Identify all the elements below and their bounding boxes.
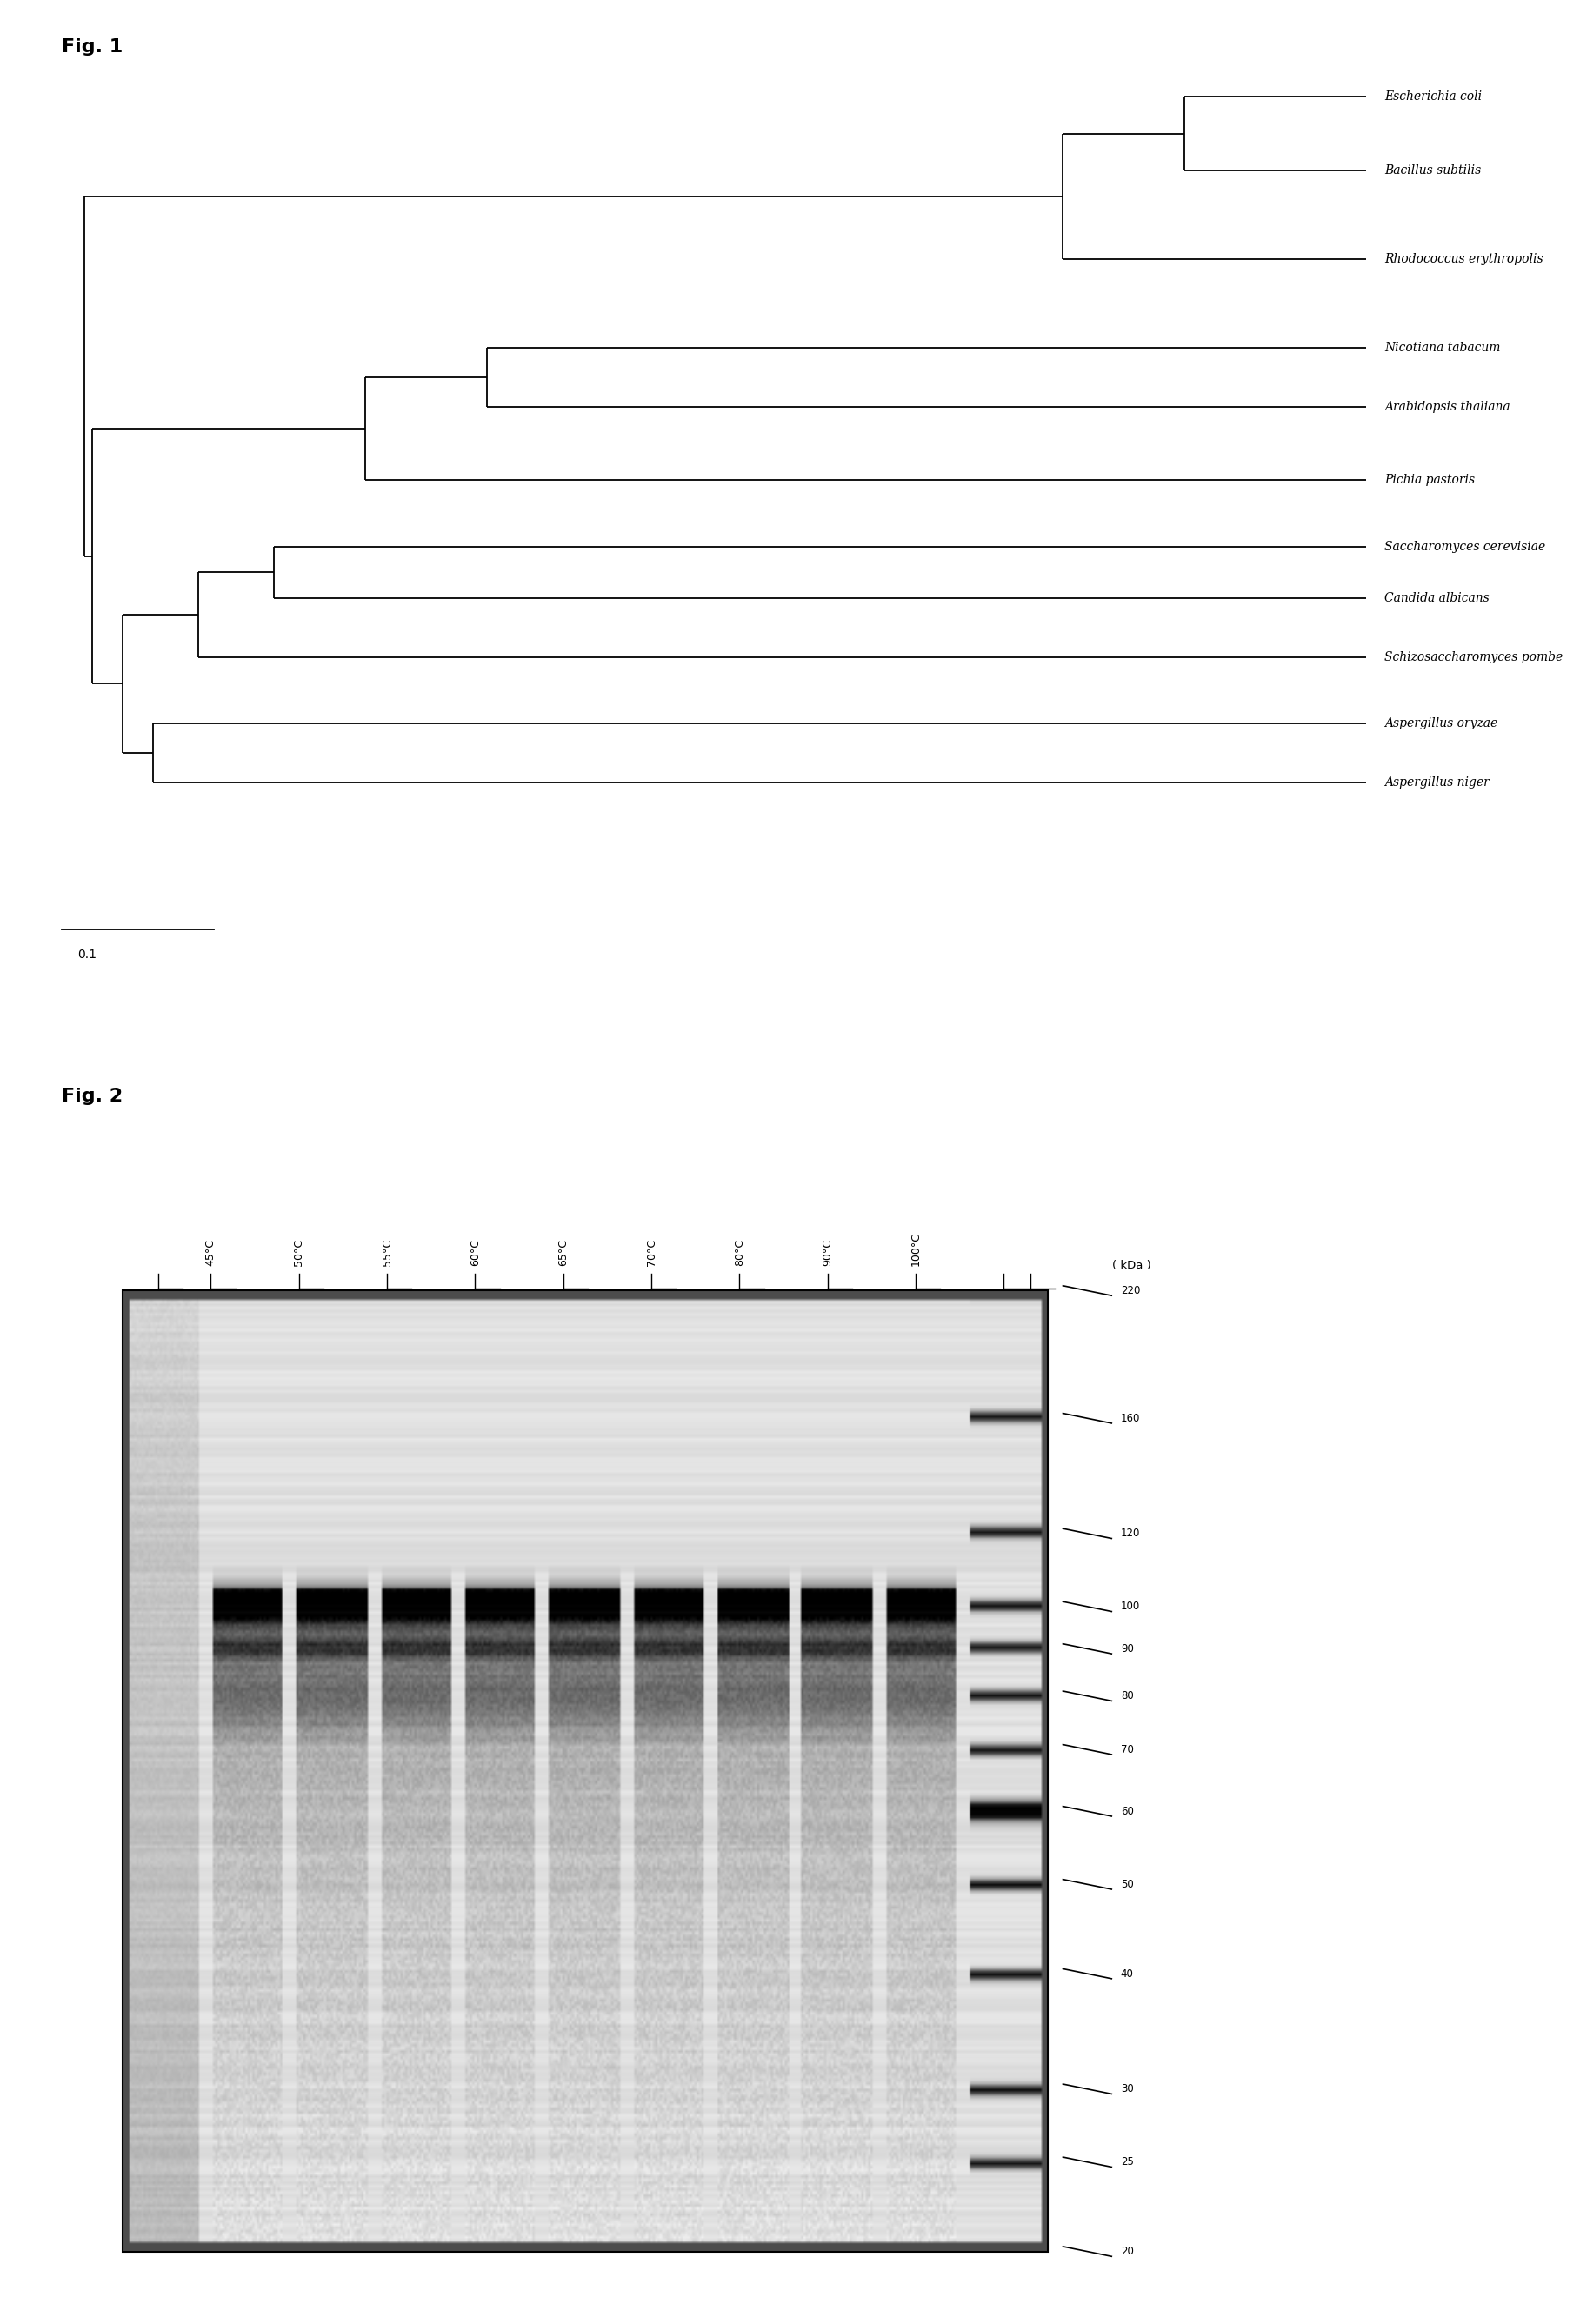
Text: Rhodococcus erythropolis: Rhodococcus erythropolis bbox=[1384, 253, 1544, 265]
Text: Arabidopsis thaliana: Arabidopsis thaliana bbox=[1384, 400, 1510, 414]
Text: Nicotiana tabacum: Nicotiana tabacum bbox=[1384, 342, 1501, 353]
Text: Saccharomyces cerevisiae: Saccharomyces cerevisiae bbox=[1384, 541, 1545, 553]
Text: 60: 60 bbox=[1120, 1806, 1133, 1817]
Text: 65°C: 65°C bbox=[558, 1239, 569, 1267]
Text: Escherichia coli: Escherichia coli bbox=[1384, 91, 1482, 102]
Text: 160: 160 bbox=[1120, 1413, 1141, 1425]
Text: Bacillus subtilis: Bacillus subtilis bbox=[1384, 165, 1482, 177]
Text: 50°C: 50°C bbox=[294, 1239, 305, 1267]
Text: 40: 40 bbox=[1120, 1968, 1133, 1980]
Text: 100: 100 bbox=[1120, 1601, 1141, 1613]
Text: 60°C: 60°C bbox=[469, 1239, 480, 1267]
Text: 25: 25 bbox=[1120, 2157, 1133, 2168]
Text: 45°C: 45°C bbox=[205, 1239, 216, 1267]
Text: 50: 50 bbox=[1120, 1878, 1133, 1889]
Text: 80: 80 bbox=[1120, 1690, 1133, 1701]
Text: 220: 220 bbox=[1120, 1285, 1141, 1297]
Text: 90°C: 90°C bbox=[822, 1239, 833, 1267]
Text: 70: 70 bbox=[1120, 1743, 1133, 1755]
Text: Candida albicans: Candida albicans bbox=[1384, 593, 1490, 604]
Text: 70°C: 70°C bbox=[646, 1239, 657, 1267]
Text: 55°C: 55°C bbox=[381, 1239, 392, 1267]
Text: 30: 30 bbox=[1120, 2082, 1133, 2094]
Text: Fig. 2: Fig. 2 bbox=[62, 1088, 123, 1104]
Text: Schizosaccharomyces pombe: Schizosaccharomyces pombe bbox=[1384, 651, 1563, 662]
Text: Aspergillus niger: Aspergillus niger bbox=[1384, 776, 1490, 788]
Bar bbox=[123, 1290, 1048, 2252]
Text: 100°C: 100°C bbox=[910, 1232, 921, 1267]
Text: 20: 20 bbox=[1120, 2245, 1133, 2257]
Text: 120: 120 bbox=[1120, 1527, 1141, 1538]
Text: 80°C: 80°C bbox=[733, 1239, 746, 1267]
Text: 90: 90 bbox=[1120, 1643, 1133, 1655]
Text: Aspergillus oryzae: Aspergillus oryzae bbox=[1384, 718, 1498, 730]
Text: Fig. 1: Fig. 1 bbox=[62, 37, 123, 56]
Text: 0.1: 0.1 bbox=[77, 948, 96, 960]
Text: Pichia pastoris: Pichia pastoris bbox=[1384, 474, 1476, 486]
Text: ( kDa ): ( kDa ) bbox=[1112, 1260, 1150, 1271]
